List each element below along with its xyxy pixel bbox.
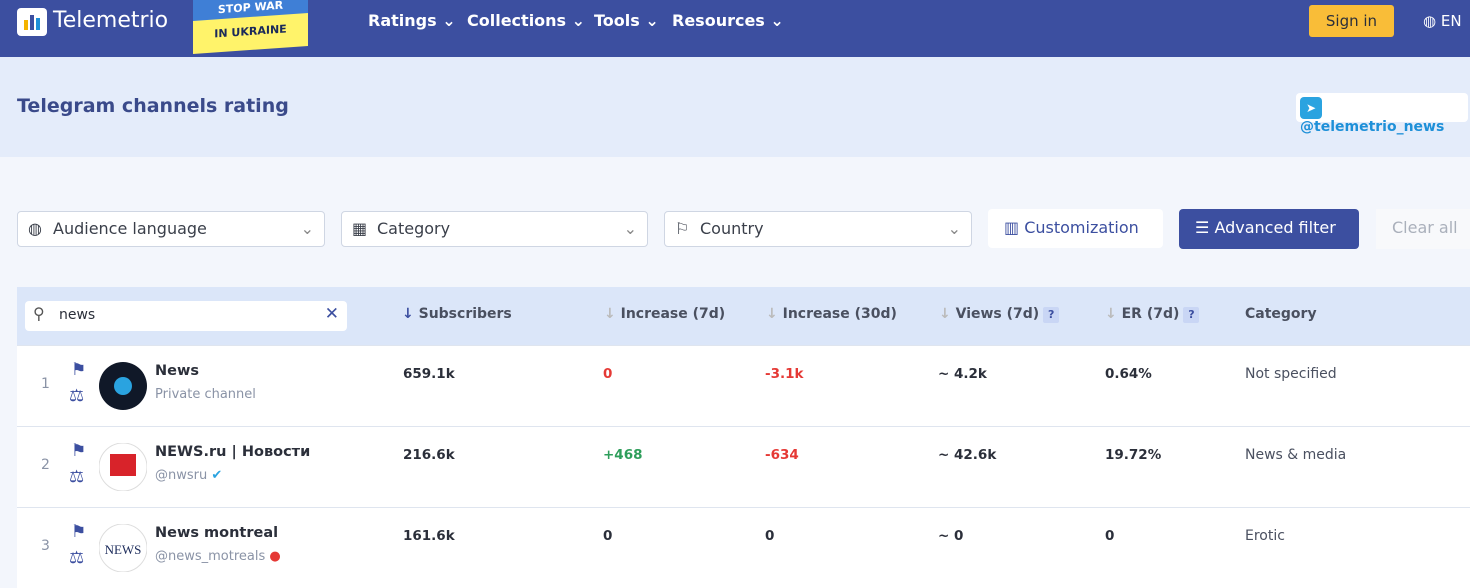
column-label: Subscribers <box>418 306 512 322</box>
channel-avatar: NEWS <box>99 524 147 572</box>
cell-increase-30d: -3.1k <box>765 366 804 382</box>
handle-text: Private channel <box>155 387 256 402</box>
channel-name[interactable]: News <box>155 363 199 379</box>
compare-icon[interactable]: ⚖ <box>69 386 85 406</box>
column-header: Category <box>1245 306 1317 322</box>
cell-category: Erotic <box>1245 528 1285 544</box>
bookmark-icon[interactable]: ⚑ <box>71 441 87 461</box>
category-select[interactable]: Category ▦ ⌄ <box>341 211 648 247</box>
table-row[interactable]: 1 ⚑ ⚖ News Private channel 659.1k 0 -3.1k ~ 4.2k… <box>17 345 1470 426</box>
cell-er-7d: 0.64% <box>1105 366 1152 382</box>
column-label: ER (7d) <box>1121 306 1180 322</box>
country-select[interactable]: Country ⚐ ⌄ <box>664 211 972 247</box>
bookmark-icon[interactable]: ⚑ <box>71 522 87 542</box>
cell-increase-7d: 0 <box>603 528 613 544</box>
column-header[interactable]: ↓ Increase (7d) <box>604 306 726 322</box>
cell-subscribers: 659.1k <box>403 366 455 382</box>
channel-avatar <box>99 443 147 491</box>
nav-item[interactable]: Ratings ⌄ <box>368 11 456 30</box>
nav-label: Ratings <box>368 11 437 30</box>
cell-category: Not specified <box>1245 366 1337 382</box>
customization-button[interactable]: ▥ Customization <box>988 209 1163 248</box>
subheader: Telegram channels rating ➤ @telemetrio_n… <box>0 57 1470 157</box>
page-title: Telegram channels rating <box>17 95 289 117</box>
nav-label: Tools <box>594 11 640 30</box>
column-label: Increase (7d) <box>620 306 726 322</box>
cell-subscribers: 216.6k <box>403 447 455 463</box>
telegram-icon: ➤ <box>1300 97 1322 119</box>
cell-increase-7d: 0 <box>603 366 613 382</box>
search-input[interactable]: ⚲ news ✕ <box>25 301 347 331</box>
cell-views-7d: ~ 0 <box>938 528 964 544</box>
column-label: Increase (30d) <box>782 306 897 322</box>
cell-views-7d: ~ 4.2k <box>938 366 987 382</box>
search-text: news <box>59 307 96 323</box>
audience-language-select[interactable]: Audience language ◍ ⌄ <box>17 211 325 247</box>
nav-label: Collections <box>467 11 567 30</box>
nav-label: Resources <box>672 11 765 30</box>
compare-icon[interactable]: ⚖ <box>69 548 85 568</box>
channel-handle: Private channel <box>155 387 256 402</box>
cell-increase-30d: 0 <box>765 528 775 544</box>
language-switch[interactable]: ◍ EN <box>1423 12 1462 30</box>
channel-avatar <box>99 362 147 410</box>
select-label: Audience language <box>53 219 207 238</box>
cell-category: News & media <box>1245 447 1347 463</box>
channel-handle: @nwsru ✔ <box>155 468 223 483</box>
column-header[interactable]: ↓ Views (7d)? <box>939 306 1060 323</box>
logo-icon <box>17 8 47 36</box>
rank: 1 <box>41 376 50 392</box>
select-label: Country <box>700 219 764 238</box>
channel-name[interactable]: NEWS.ru | Новости <box>155 444 311 460</box>
cell-views-7d: ~ 42.6k <box>938 447 997 463</box>
cell-increase-7d: +468 <box>603 447 643 463</box>
channel-label: @telemetrio_news <box>1300 119 1445 135</box>
advanced-filter-button[interactable]: ☰ Advanced filter <box>1179 209 1359 249</box>
top-bar: Telemetrio STOP WAR IN UKRAINE Ratings ⌄… <box>0 0 1470 57</box>
column-header[interactable]: ↓ Increase (30d) <box>766 306 897 322</box>
bookmark-icon[interactable]: ⚑ <box>71 360 87 380</box>
cell-subscribers: 161.6k <box>403 528 455 544</box>
channel-handle: @news_motreals ● <box>155 549 281 564</box>
column-label: Views (7d) <box>955 306 1040 322</box>
nav-item[interactable]: Tools ⌄ <box>594 11 659 30</box>
table-row[interactable]: 2 ⚑ ⚖ NEWS.ru | Новости @nwsru ✔ 216.6k +468 -6… <box>17 426 1470 507</box>
logo-text[interactable]: Telemetrio <box>53 8 169 33</box>
cell-er-7d: 19.72% <box>1105 447 1162 463</box>
handle-text: @news_motreals <box>155 549 266 564</box>
sign-in-button[interactable]: Sign in <box>1309 5 1394 37</box>
table-row[interactable]: 3 ⚑ ⚖ NEWS News montreal @news_motreals ● 161.… <box>17 507 1470 588</box>
channel-link[interactable]: ➤ @telemetrio_news <box>1296 93 1468 135</box>
help-icon[interactable]: ? <box>1183 307 1200 323</box>
handle-text: @nwsru <box>155 468 208 483</box>
svg-text:NEWS: NEWS <box>105 542 142 557</box>
select-label: Category <box>377 219 451 238</box>
channel-name[interactable]: News montreal <box>155 525 279 541</box>
nav-item[interactable]: Resources ⌄ <box>672 11 784 30</box>
nav-item[interactable]: Collections ⌄ <box>467 11 586 30</box>
column-header[interactable]: ↓ ER (7d)? <box>1105 306 1200 323</box>
cell-er-7d: 0 <box>1105 528 1115 544</box>
ukraine-badge: STOP WAR IN UKRAINE <box>193 0 308 55</box>
cell-increase-30d: -634 <box>765 447 799 463</box>
column-header[interactable]: ↓ Subscribers <box>402 306 512 322</box>
rank: 2 <box>41 457 50 473</box>
button-label: Customization <box>1024 218 1139 237</box>
compare-icon[interactable]: ⚖ <box>69 467 85 487</box>
button-label: Advanced filter <box>1214 218 1336 237</box>
clear-all-button[interactable]: Clear all <box>1376 209 1470 249</box>
rank: 3 <box>41 538 50 554</box>
language-label: EN <box>1440 12 1462 30</box>
help-icon[interactable]: ? <box>1043 307 1060 323</box>
